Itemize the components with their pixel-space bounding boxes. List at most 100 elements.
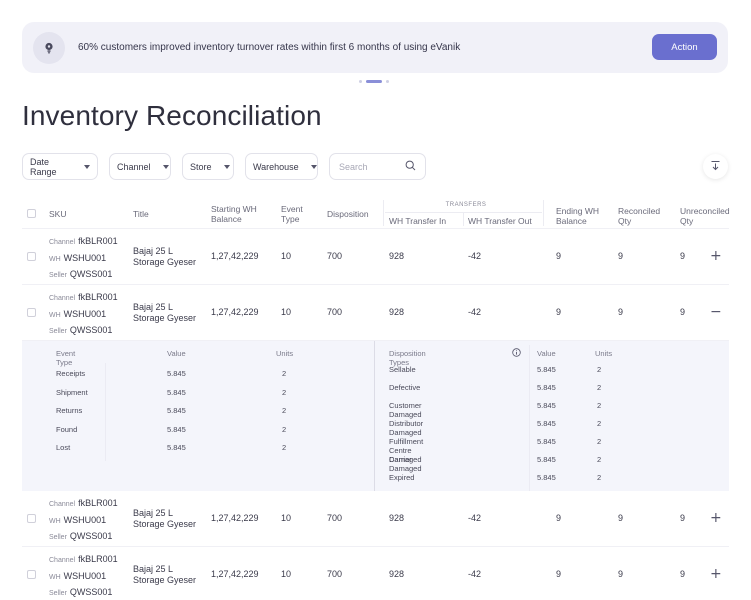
disposition-type: Sellable: [389, 365, 416, 374]
warehouse-dropdown[interactable]: Warehouse: [245, 153, 318, 180]
event-units: 2: [282, 425, 287, 434]
table-row[interactable]: Channel fkBLR001 WH WSHU001 Seller QWSS001 …: [22, 285, 729, 341]
disposition-type: Distributor Damaged: [389, 419, 424, 437]
disposition-units: 2: [597, 437, 602, 446]
event-type-cell: 10: [281, 251, 292, 261]
disposition-units: 2: [597, 473, 602, 482]
event-type-header: Event Type: [56, 349, 76, 367]
promo-banner: 60% customers improved inventory turnove…: [22, 22, 728, 73]
event-type: Found: [56, 425, 78, 434]
date-range-dropdown[interactable]: Date Range: [22, 153, 98, 180]
disposition-cell: 700: [327, 569, 343, 579]
col-ending-balance[interactable]: Ending WH Balance: [556, 206, 599, 226]
expand-row-icon[interactable]: +: [710, 248, 722, 264]
col-starting-balance[interactable]: Starting WH Balance: [211, 204, 257, 224]
banner-text: 60% customers improved inventory turnove…: [78, 42, 461, 53]
reconciliation-table: SKU Title Starting WH Balance Event Type D…: [22, 197, 730, 600]
caret-down-icon: [84, 164, 90, 169]
table-header: SKU Title Starting WH Balance Event Type D…: [22, 197, 730, 229]
event-value: 5.845: [167, 443, 186, 452]
row-checkbox[interactable]: [27, 514, 36, 523]
col-transfer-out[interactable]: WH Transfer Out: [468, 216, 532, 226]
event-type-cell: 10: [281, 307, 292, 317]
reconciled-cell: 9: [618, 307, 624, 317]
download-button[interactable]: [703, 154, 728, 179]
col-sku[interactable]: SKU: [49, 209, 67, 219]
row-checkbox[interactable]: [27, 252, 36, 261]
table-row[interactable]: Channel fkBLR001 WH WSHU001 Seller QWSS001 …: [22, 229, 729, 285]
starting-balance-cell: 1,27,42,229: [211, 569, 259, 579]
download-icon: [710, 159, 721, 174]
col-reconciled-qty[interactable]: Reconciled Qty: [618, 206, 661, 226]
event-value: 5.845: [167, 406, 186, 415]
col-event-type[interactable]: Event Type: [281, 204, 303, 224]
disposition-type: Defective: [389, 383, 421, 392]
transfer-out-cell: -42: [468, 307, 482, 317]
store-dropdown[interactable]: Store: [182, 153, 234, 180]
event-type: Lost: [56, 443, 71, 452]
divider: [529, 345, 530, 491]
unreconciled-cell: 9: [680, 569, 686, 579]
ending-balance-cell: 9: [556, 569, 562, 579]
row-checkbox[interactable]: [27, 570, 36, 579]
row-checkbox[interactable]: [27, 308, 36, 317]
caret-down-icon: [223, 164, 230, 169]
value-header: Value: [537, 349, 556, 358]
col-disposition[interactable]: Disposition: [327, 209, 369, 219]
disposition-value: 5.845: [537, 419, 556, 428]
event-type-cell: 10: [281, 569, 292, 579]
disposition-type: Fulfillment Centre Damaged: [389, 437, 424, 464]
collapse-row-icon[interactable]: −: [710, 304, 722, 320]
disposition-units: 2: [597, 365, 602, 374]
select-all-checkbox[interactable]: [27, 209, 36, 218]
channel-dropdown[interactable]: Channel: [109, 153, 171, 180]
col-title[interactable]: Title: [133, 209, 149, 219]
unreconciled-cell: 9: [680, 251, 686, 261]
carousel-indicator[interactable]: [359, 80, 389, 83]
expand-row-icon[interactable]: +: [710, 566, 722, 582]
disposition-value: 5.845: [537, 365, 556, 374]
row-detail-panel: Event Type Value Units Receipts 5.845 2 …: [22, 341, 729, 491]
event-value: 5.845: [167, 388, 186, 397]
expand-row-icon[interactable]: +: [710, 510, 722, 526]
dropdown-label: Store: [190, 161, 212, 172]
disposition-units: 2: [597, 455, 602, 464]
table-row[interactable]: Channel fkBLR001 WH WSHU001 Seller QWSS001 …: [22, 491, 729, 547]
sku-cell: Channel fkBLR001 WH WSHU001 Seller QWSS001: [49, 292, 118, 335]
disposition-type: Expired: [389, 473, 415, 482]
caret-down-icon: [310, 164, 317, 169]
info-icon[interactable]: [512, 348, 521, 359]
search-box[interactable]: [329, 153, 426, 180]
carousel-dot[interactable]: [386, 80, 389, 83]
title-cell: Bajaj 25 L Storage Gyeser: [133, 564, 197, 585]
col-unreconciled-qty[interactable]: Unreconciled Qty: [680, 206, 730, 226]
dropdown-label: Channel: [117, 161, 151, 172]
disposition-units: 2: [597, 383, 602, 392]
disposition-value: 5.845: [537, 473, 556, 482]
divider: [383, 200, 384, 226]
table-row[interactable]: Channel fkBLR001 WH WSHU001 Seller QWSS001 …: [22, 547, 729, 600]
starting-balance-cell: 1,27,42,229: [211, 513, 259, 523]
ending-balance-cell: 9: [556, 307, 562, 317]
carousel-dot[interactable]: [359, 80, 362, 83]
disposition-value: 5.845: [537, 437, 556, 446]
col-transfer-in[interactable]: WH Transfer In: [389, 216, 447, 226]
disposition-units: 2: [597, 419, 602, 428]
sku-cell: Channel fkBLR001 WH WSHU001 Seller QWSS001: [49, 498, 118, 541]
dropdown-label: Warehouse: [253, 161, 299, 172]
disposition-type: Carrier Damaged: [389, 455, 422, 473]
reconciled-cell: 9: [618, 569, 624, 579]
carousel-dot-active[interactable]: [366, 80, 382, 83]
unreconciled-cell: 9: [680, 513, 686, 523]
search-icon[interactable]: [405, 158, 416, 176]
reconciled-cell: 9: [618, 513, 624, 523]
starting-balance-cell: 1,27,42,229: [211, 251, 259, 261]
event-value: 5.845: [167, 425, 186, 434]
search-input[interactable]: [339, 161, 399, 172]
transfer-out-cell: -42: [468, 513, 482, 523]
action-button[interactable]: Action: [652, 34, 717, 60]
event-type: Shipment: [56, 388, 88, 397]
starting-balance-cell: 1,27,42,229: [211, 307, 259, 317]
divider: [463, 213, 464, 226]
divider: [543, 200, 544, 226]
